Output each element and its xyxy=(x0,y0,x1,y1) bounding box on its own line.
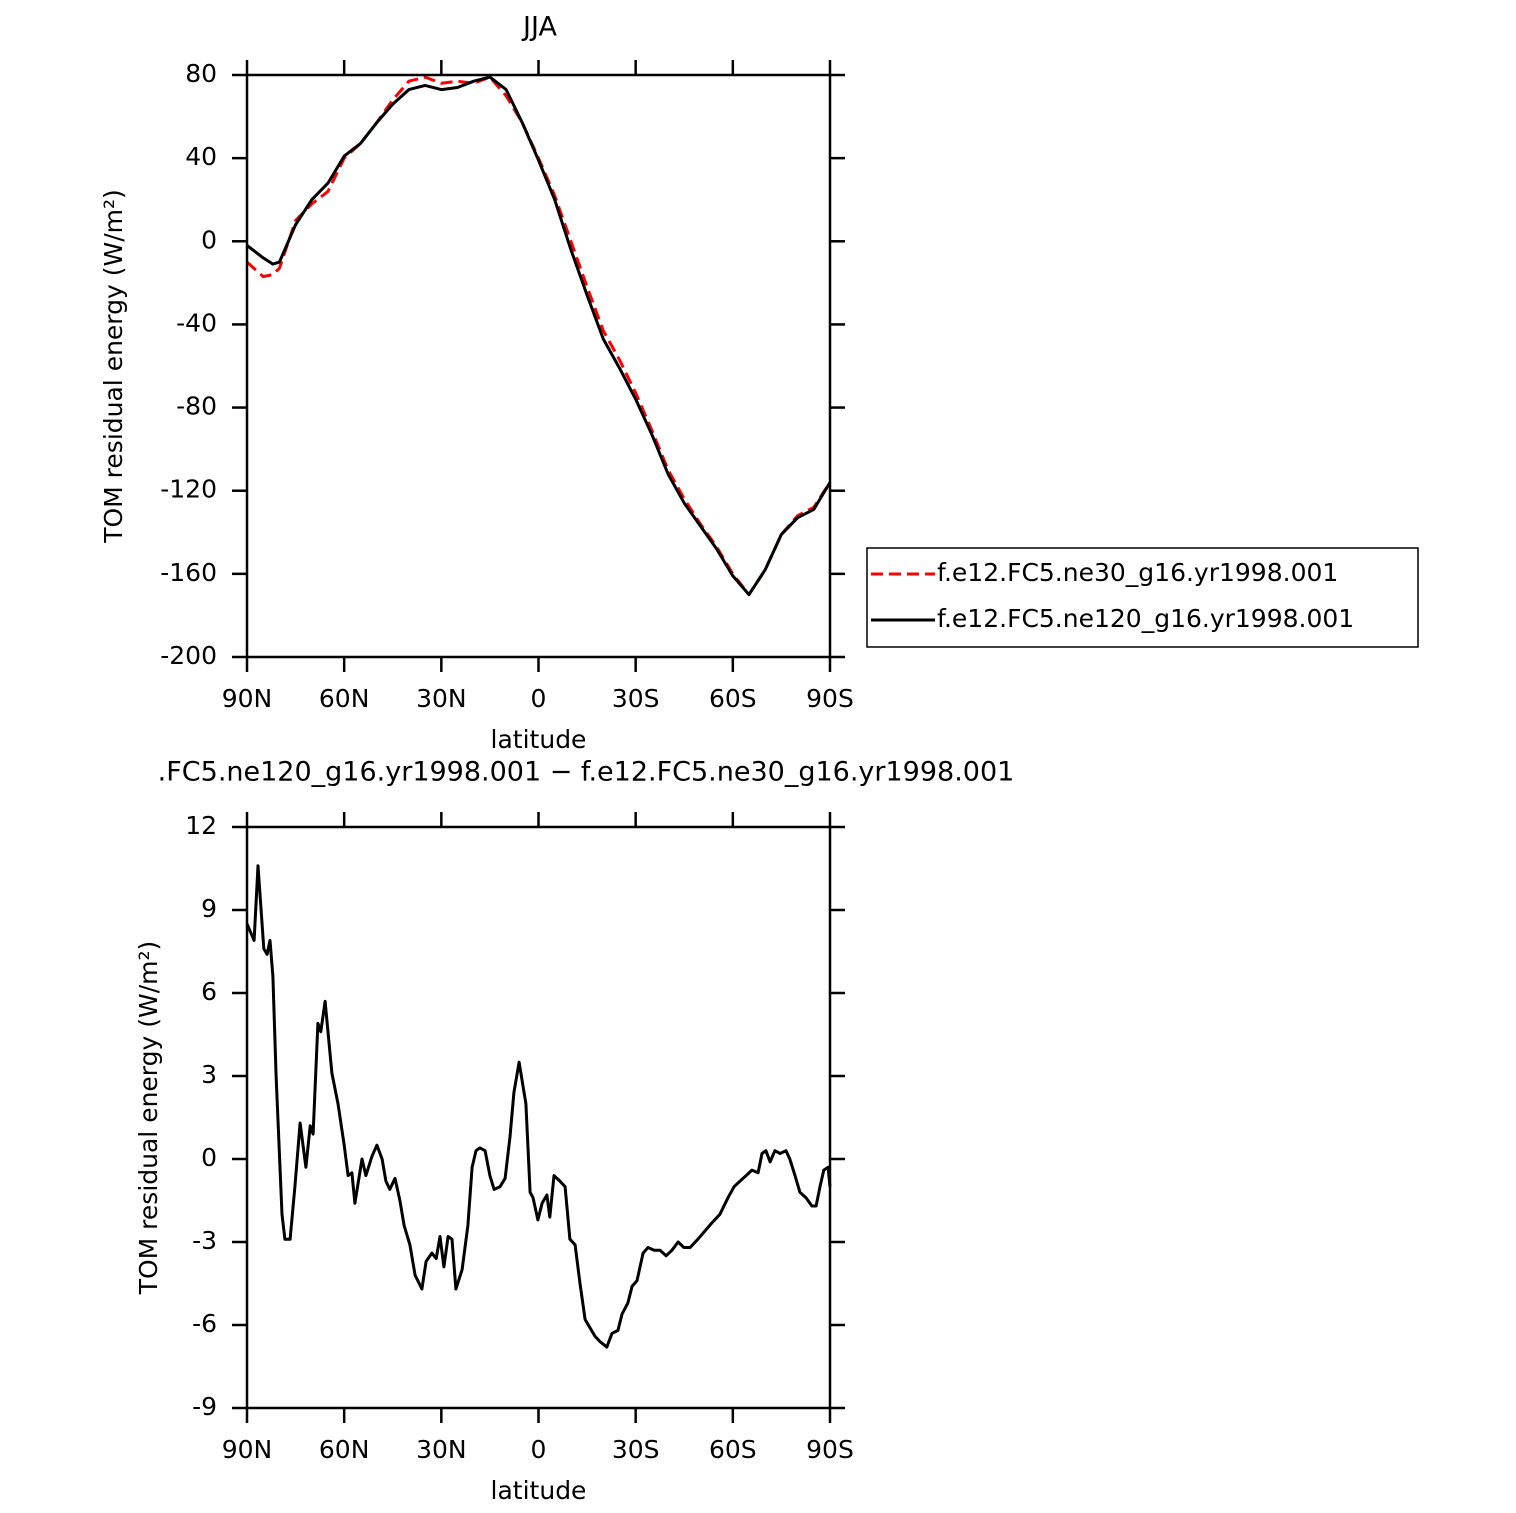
y-tick-label: -9 xyxy=(192,1392,217,1421)
y-tick-label: -6 xyxy=(192,1309,217,1338)
x-tick-label: 60N xyxy=(319,1435,370,1464)
series-line xyxy=(245,75,832,597)
x-tick-label: 30N xyxy=(416,684,467,713)
x-axis-label: latitude xyxy=(491,725,587,754)
y-tick-label: 6 xyxy=(201,977,217,1006)
y-tick-label: -3 xyxy=(192,1226,217,1255)
legend-label: f.e12.FC5.ne120_g16.yr1998.001 xyxy=(937,604,1354,633)
x-tick-label: 60S xyxy=(709,1435,757,1464)
y-tick-label: -40 xyxy=(176,308,217,337)
chart-title: .FC5.ne120_g16.yr1998.001 − f.e12.FC5.ne… xyxy=(158,757,1015,788)
x-tick-label: 0 xyxy=(531,684,547,713)
y-tick-label: 40 xyxy=(185,142,217,171)
x-axis-label: latitude xyxy=(491,1476,587,1505)
legend-box xyxy=(866,547,1419,648)
x-tick-label: 30S xyxy=(612,684,660,713)
x-tick-label: 30S xyxy=(612,1435,660,1464)
series-line xyxy=(246,75,832,597)
x-tick-label: 90N xyxy=(222,684,273,713)
y-tick-label: 3 xyxy=(201,1060,217,1089)
plot-frame xyxy=(245,73,832,659)
series-line xyxy=(245,864,832,1349)
plot-frame xyxy=(245,825,832,1410)
y-axis-label: TOM residual energy (W/m²) xyxy=(99,189,128,544)
y-tick-label: 80 xyxy=(185,59,217,88)
x-tick-label: 90S xyxy=(806,1435,854,1464)
x-tick-label: 90N xyxy=(222,1435,273,1464)
y-tick-label: -160 xyxy=(160,558,217,587)
x-tick-label: 60S xyxy=(709,684,757,713)
x-tick-label: 90S xyxy=(806,684,854,713)
y-axis-label: TOM residual energy (W/m²) xyxy=(134,941,163,1296)
x-tick-label: 30N xyxy=(416,1435,467,1464)
x-tick-label: 0 xyxy=(531,1435,547,1464)
y-tick-label: -120 xyxy=(160,475,217,504)
y-tick-label: -80 xyxy=(176,392,217,421)
y-tick-label: -200 xyxy=(160,641,217,670)
y-tick-label: 0 xyxy=(201,225,217,254)
y-tick-label: 9 xyxy=(201,894,217,923)
y-tick-label: 0 xyxy=(201,1143,217,1172)
chart-title: JJA xyxy=(521,12,557,43)
x-tick-label: 60N xyxy=(319,684,370,713)
legend-label: f.e12.FC5.ne30_g16.yr1998.001 xyxy=(937,558,1338,587)
y-tick-label: 12 xyxy=(185,811,217,840)
